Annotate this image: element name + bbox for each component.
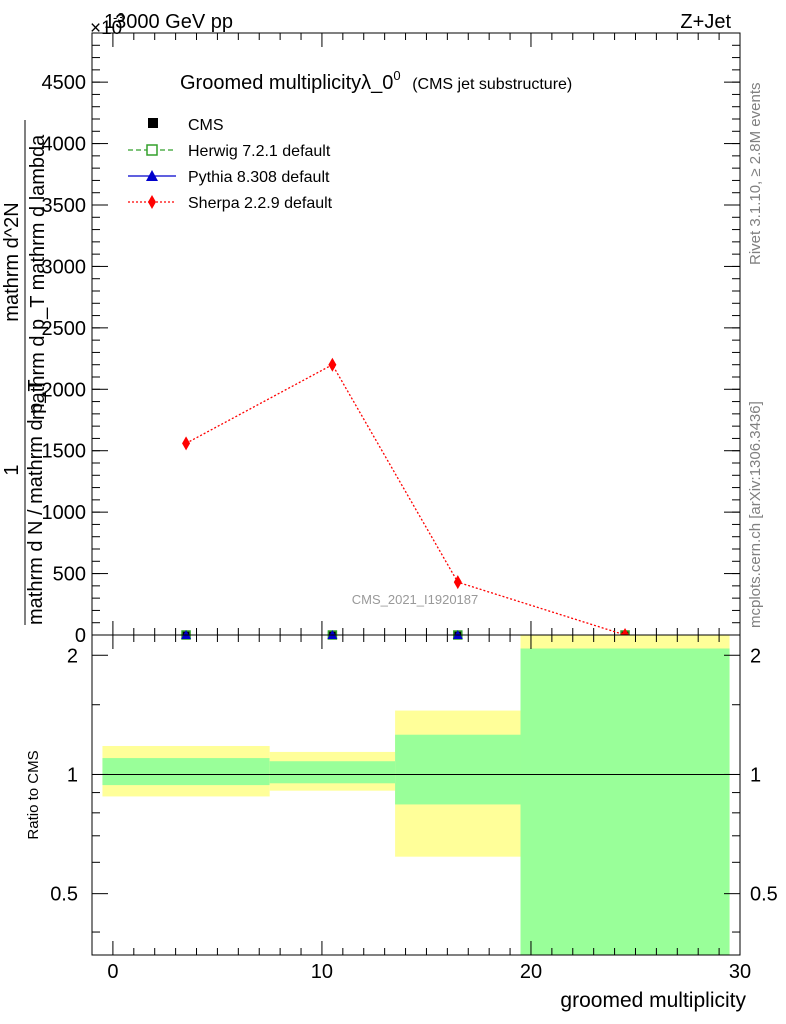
- ratio-y-tick-label: 2: [67, 645, 78, 667]
- ratio-y-tick-label-right: 2: [750, 645, 761, 667]
- x-tick-label: 0: [107, 961, 118, 983]
- legend-sherpa-marker: [148, 195, 156, 209]
- upper-y-tick-label: 3000: [42, 256, 87, 278]
- ratio-band-inner: [102, 758, 270, 786]
- process-label: Z+Jet: [680, 11, 731, 33]
- rivet-version-label: Rivet 3.1.10, ≥ 2.8M events: [747, 83, 764, 266]
- ratio-axis-ticks: [92, 635, 741, 955]
- ratio-band-inner: [520, 648, 730, 955]
- legend-pythia-marker: [146, 170, 158, 181]
- plot-title: Groomed multiplicityλ_00 (CMS jet substr…: [180, 63, 572, 94]
- ratio-band-inner: [395, 734, 521, 805]
- svg-text:×10: ×10: [90, 18, 122, 39]
- sherpa-line: [185, 363, 626, 636]
- svg-text:Groomed multiplicityλ_00: Groomed multiplicityλ_00 (CMS jet substr…: [180, 63, 572, 94]
- ratio-y-tick-labels-right: 0.5 1 2: [750, 645, 778, 905]
- upper-y-tick-label: 4000: [42, 134, 87, 156]
- ratio-bands-layer: [102, 635, 730, 955]
- legend-herwig-marker: [146, 144, 158, 156]
- ratio-y-tick-labels: 0.5 1 2: [50, 645, 78, 905]
- x-axis-label: groomed multiplicity: [560, 989, 746, 1012]
- ratio-y-tick-label-right: 0.5: [750, 884, 778, 906]
- svg-text:-3: -3: [113, 10, 125, 25]
- upper-axis-ticks: [92, 32, 741, 636]
- x-tick-label: 20: [520, 961, 542, 983]
- x-tick-label: 10: [311, 961, 333, 983]
- upper-y-tick-label: 2500: [42, 318, 87, 340]
- legend-herwig-label: Herwig 7.2.1 default: [188, 143, 331, 160]
- legend: CMS Herwig 7.2.1 default Pythia 8.308 defa…: [128, 117, 333, 212]
- svg-text:mathrm d N / mathrm d p_T: mathrm d N / mathrm d p_T: [25, 379, 47, 625]
- legend-cms-marker: [148, 118, 158, 128]
- ratio-y-tick-label: 1: [67, 764, 78, 786]
- svg-text:1: 1: [1, 464, 23, 475]
- upper-y-tick-label: 3500: [42, 195, 87, 217]
- upper-y-tick-label: 2000: [42, 379, 87, 401]
- x-tick-label: 30: [729, 961, 751, 983]
- upper-y-tick-label: 4500: [42, 72, 87, 94]
- sherpa-point: [453, 575, 462, 590]
- upper-y-tick-label: 1000: [42, 502, 87, 524]
- legend-sherpa-label: Sherpa 2.2.9 default: [188, 195, 333, 212]
- legend-pythia-label: Pythia 8.308 default: [188, 169, 330, 186]
- ratio-frame: [91, 634, 741, 956]
- analysis-watermark: CMS_2021_I1920187: [352, 592, 479, 607]
- legend-cms-label: CMS: [188, 117, 224, 134]
- upper-y-tick-label: 0: [75, 625, 86, 647]
- ratio-band-inner: [269, 761, 396, 784]
- mcplots-label: mcplots.cern.ch [arXiv:1306.3436]: [747, 401, 764, 628]
- upper-y-tick-labels: 0 500 1000 1500 2000 2500 3000 3500 4000 4500: [42, 72, 87, 647]
- svg-text:mathrm d p_T mathrm d lambda: mathrm d p_T mathrm d lambda: [27, 134, 49, 420]
- ratio-y-tick-label-right: 1: [750, 764, 761, 786]
- collision-label: 13000 GeV pp: [104, 11, 233, 33]
- upper-y-tick-label: 1500: [42, 441, 87, 463]
- sherpa-point: [328, 357, 337, 372]
- ratio-y-axis-label: Ratio to CMS: [25, 750, 42, 839]
- x-tick-labels: 0 10 20 30: [107, 961, 751, 983]
- exponent-label: ×10 -3: [90, 10, 125, 39]
- upper-y-axis-label: mathrm d N / mathrm d p_T 1 mathrm d^2N …: [1, 120, 49, 625]
- sherpa-point: [182, 436, 191, 451]
- upper-y-tick-label: 500: [53, 564, 86, 586]
- ratio-y-tick-label: 0.5: [50, 884, 78, 906]
- svg-text:mathrm d^2N: mathrm d^2N: [1, 202, 23, 321]
